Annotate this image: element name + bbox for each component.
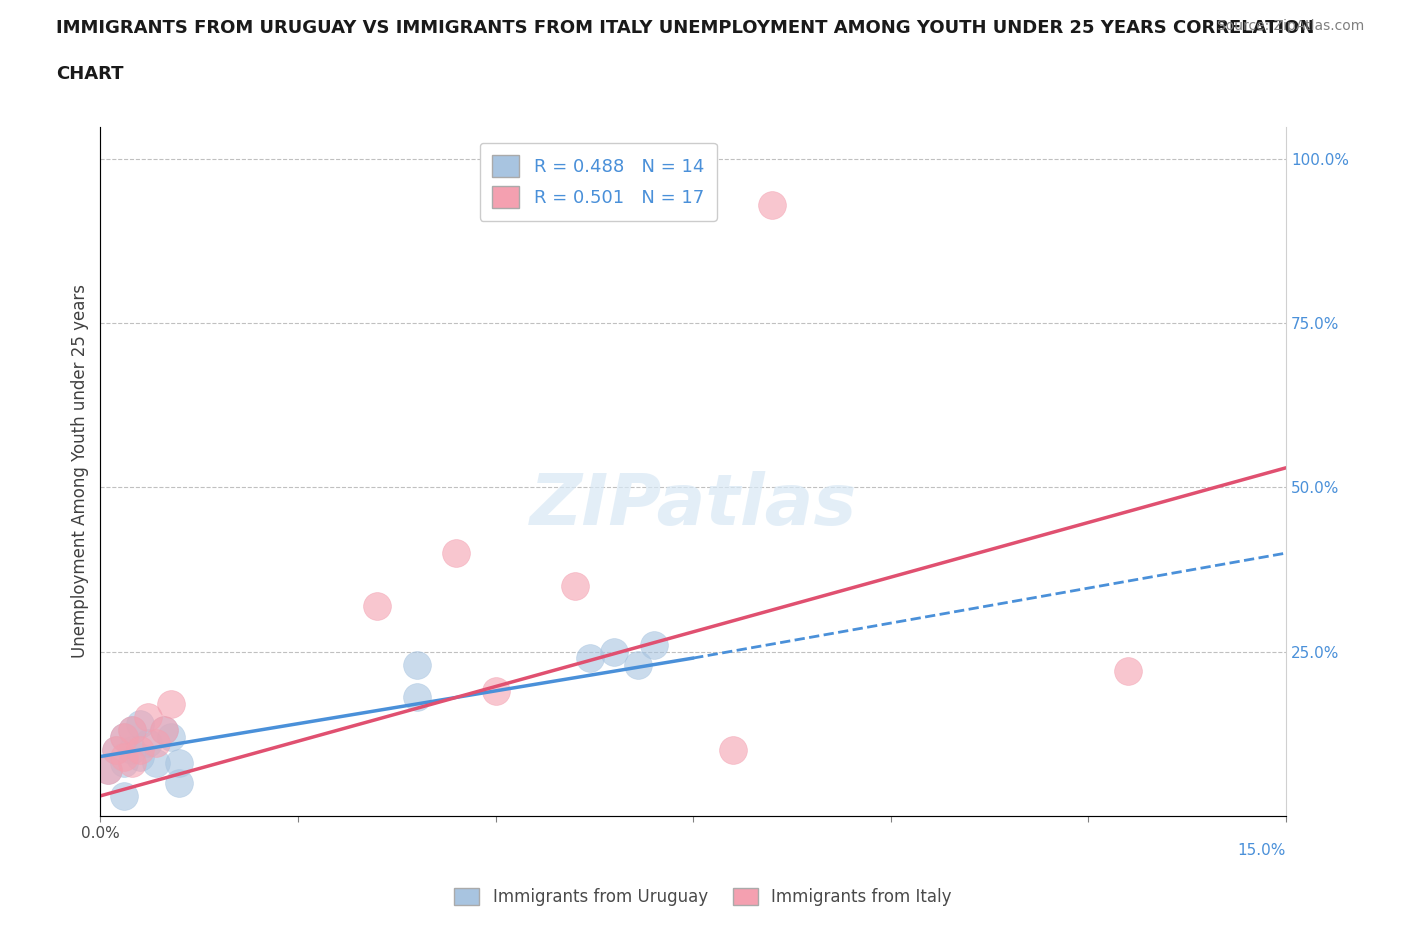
Point	[603, 644, 626, 659]
Text: ZIPatlas: ZIPatlas	[530, 471, 856, 540]
Point	[627, 658, 650, 672]
Point	[405, 658, 427, 672]
Point	[169, 755, 191, 770]
Point	[128, 742, 150, 757]
Point	[152, 723, 174, 737]
Point	[1116, 664, 1139, 679]
Point	[761, 198, 783, 213]
Point	[112, 729, 135, 744]
Point	[160, 697, 183, 711]
Point	[484, 684, 506, 698]
Text: 15.0%: 15.0%	[1237, 844, 1286, 858]
Point	[136, 710, 159, 724]
Point	[112, 749, 135, 764]
Text: CHART: CHART	[56, 65, 124, 83]
Point	[121, 723, 143, 737]
Point	[97, 763, 120, 777]
Point	[112, 789, 135, 804]
Text: Source: ZipAtlas.com: Source: ZipAtlas.com	[1216, 19, 1364, 33]
Point	[721, 742, 744, 757]
Point	[444, 546, 467, 561]
Legend: R = 0.488   N = 14, R = 0.501   N = 17: R = 0.488 N = 14, R = 0.501 N = 17	[479, 142, 717, 221]
Point	[112, 729, 135, 744]
Point	[145, 755, 167, 770]
Point	[121, 755, 143, 770]
Point	[97, 763, 120, 777]
Text: IMMIGRANTS FROM URUGUAY VS IMMIGRANTS FROM ITALY UNEMPLOYMENT AMONG YOUTH UNDER : IMMIGRANTS FROM URUGUAY VS IMMIGRANTS FR…	[56, 19, 1315, 36]
Point	[564, 578, 586, 593]
Point	[643, 638, 665, 653]
Point	[128, 716, 150, 731]
Y-axis label: Unemployment Among Youth under 25 years: Unemployment Among Youth under 25 years	[72, 284, 89, 658]
Point	[105, 742, 128, 757]
Point	[579, 651, 602, 666]
Point	[366, 598, 388, 613]
Point	[145, 736, 167, 751]
Point	[105, 742, 128, 757]
Legend: Immigrants from Uruguay, Immigrants from Italy: Immigrants from Uruguay, Immigrants from…	[447, 881, 959, 912]
Point	[136, 736, 159, 751]
Point	[160, 729, 183, 744]
Point	[121, 723, 143, 737]
Point	[128, 749, 150, 764]
Point	[121, 742, 143, 757]
Point	[112, 755, 135, 770]
Point	[405, 690, 427, 705]
Point	[169, 776, 191, 790]
Point	[152, 723, 174, 737]
